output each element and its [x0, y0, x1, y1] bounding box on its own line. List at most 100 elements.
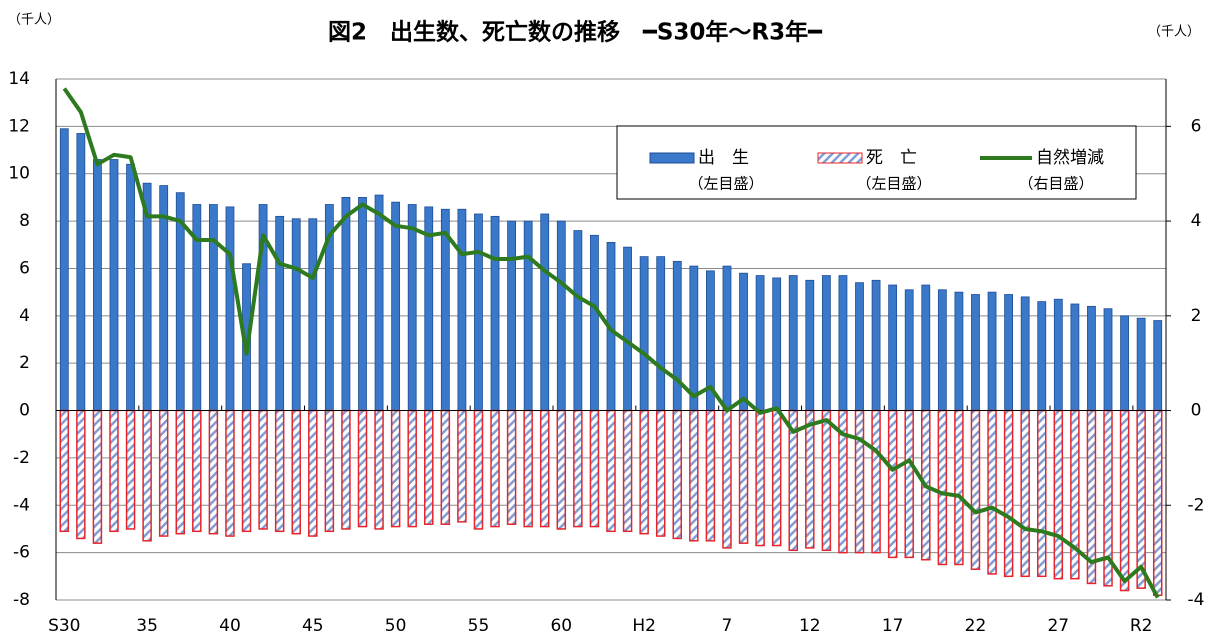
hatched-bar [457, 409, 467, 523]
hatched-bar [1053, 409, 1064, 580]
hatched-bar [341, 409, 351, 530]
hatched-bar [987, 409, 997, 575]
hatched-bar [606, 409, 616, 533]
hatched-bar [424, 409, 434, 525]
hatched-bar [854, 409, 865, 554]
bar [821, 275, 831, 411]
bar [109, 159, 119, 411]
legend-box [616, 125, 1137, 200]
bar [275, 215, 285, 411]
bar [1004, 294, 1014, 411]
hatched-bar [490, 409, 500, 528]
legend-label: 死 亡 [866, 148, 917, 168]
bar [1103, 308, 1113, 411]
hatched-bar [92, 409, 103, 544]
bar [590, 234, 599, 411]
hatched-bar [125, 409, 136, 530]
hatched-bar [357, 409, 368, 528]
bar [971, 294, 980, 411]
hatched-bar [506, 409, 517, 525]
hatched-bar [755, 409, 765, 547]
bar [639, 256, 649, 411]
bar [308, 218, 318, 411]
bar [523, 220, 533, 411]
bar [623, 246, 632, 411]
bar [407, 204, 417, 411]
y-tick-label: -4 [13, 495, 30, 515]
x-tick-label: 60 [550, 616, 572, 636]
x-tick-label: 45 [302, 616, 324, 636]
bar [672, 260, 682, 411]
bar [888, 284, 898, 411]
hatched-bar [655, 409, 666, 537]
hatched-bar [689, 409, 699, 542]
hatched-bar [175, 409, 186, 535]
x-tick-label: 55 [468, 616, 490, 636]
y2-tick-label: 6 [1191, 116, 1202, 136]
hatched-bar [1020, 409, 1030, 578]
bar [208, 204, 218, 411]
line [62, 87, 1160, 599]
y2-tick-label: 4 [1191, 211, 1202, 231]
chart-title: 図2 出生数、死亡数の推移 ━S30年～R3年━ [328, 19, 823, 46]
hatched-bar [556, 409, 567, 530]
hatched-bar [639, 409, 649, 535]
hatched-bar [374, 409, 384, 530]
y-tick-label: 10 [8, 164, 30, 184]
y-tick-label: 14 [8, 69, 30, 89]
bar [954, 291, 964, 411]
y-tick-label: 6 [19, 258, 30, 278]
bar [341, 197, 351, 411]
hatched-bar [59, 409, 70, 533]
legend-scale: （左目盛） [856, 175, 931, 193]
hatched-bar [821, 409, 832, 552]
hatched-bar [805, 409, 815, 549]
hatched-bar [887, 409, 898, 559]
hatched-bar [1119, 409, 1130, 592]
bar [1087, 305, 1096, 411]
y-tick-label: 8 [19, 211, 30, 231]
legend-scale: （右目盛） [1018, 175, 1093, 193]
y2-tick-label: -2 [1188, 495, 1205, 515]
bar [904, 289, 914, 411]
hatched-bar [440, 409, 451, 525]
hatched-bar [192, 409, 202, 533]
y-unit: （千人） [8, 13, 60, 28]
hatched-bar [76, 409, 86, 540]
hatched-bar [258, 409, 268, 530]
hatched-bar [1070, 409, 1080, 580]
x-tick-label: 17 [882, 616, 904, 636]
bar [772, 277, 782, 411]
bar [424, 206, 434, 411]
bar [722, 265, 732, 411]
y2-tick-label: -4 [1188, 590, 1205, 610]
bar [1020, 296, 1030, 411]
bar [93, 159, 102, 411]
hatched-bar [970, 409, 981, 570]
bar [59, 128, 69, 411]
legend-scale: （左目盛） [688, 175, 763, 193]
y-tick-label: 4 [19, 306, 30, 326]
bar [291, 218, 301, 411]
bar [1120, 315, 1129, 411]
hatched-bar [705, 409, 716, 542]
bar [805, 279, 815, 411]
bar [937, 289, 947, 411]
bar [358, 197, 367, 411]
hatched-bar [672, 409, 683, 540]
bar [474, 213, 483, 411]
hatched-bar [208, 409, 219, 535]
hatched-bar [771, 409, 782, 547]
hatched-bar [225, 409, 235, 537]
hatched-bar [539, 409, 550, 528]
x-tick-label: 22 [965, 616, 987, 636]
y2-tick-label: 2 [1191, 306, 1202, 326]
hatched-bar [523, 409, 533, 528]
hatched-bar [1036, 409, 1047, 578]
bar [490, 215, 500, 411]
hatched-bar [573, 409, 583, 528]
hatched-bar [324, 409, 335, 533]
hatched-bar [158, 409, 169, 537]
